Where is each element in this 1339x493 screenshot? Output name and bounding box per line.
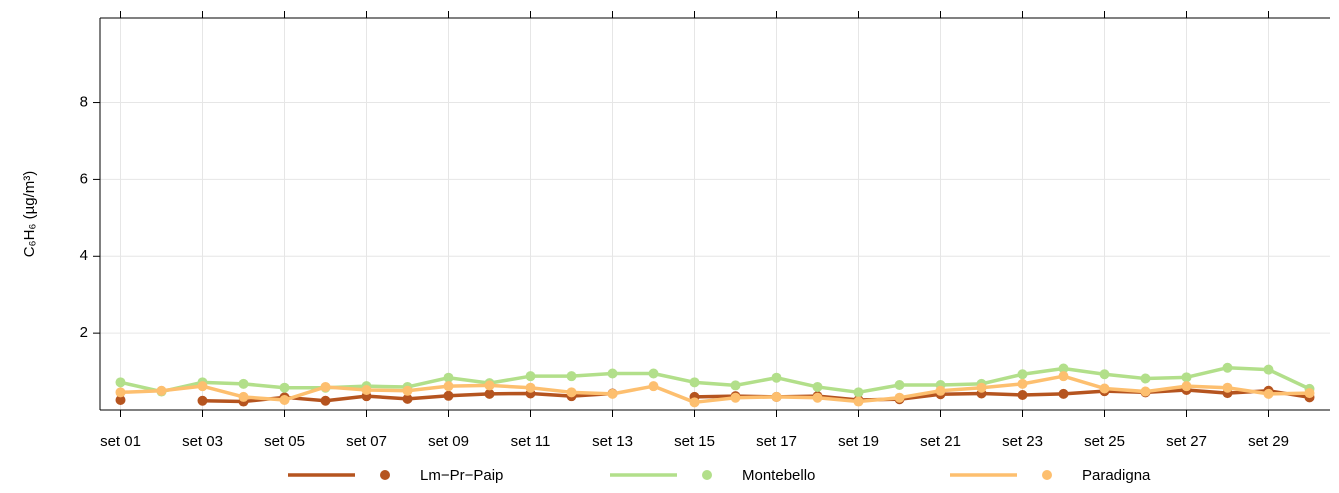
data-point — [1181, 372, 1192, 383]
data-point — [566, 371, 577, 382]
x-tick-label: set 29 — [1248, 433, 1289, 450]
data-point — [935, 385, 946, 396]
data-point — [894, 392, 905, 403]
data-point — [238, 378, 249, 389]
data-point — [1017, 378, 1028, 389]
data-point — [812, 381, 823, 392]
data-point — [443, 372, 454, 383]
data-point — [197, 395, 208, 406]
legend-label: Paradigna — [1082, 467, 1151, 484]
data-point — [1099, 383, 1110, 394]
x-tick-label: set 13 — [592, 433, 633, 450]
x-tick-label: set 27 — [1166, 433, 1207, 450]
legend-dot — [1042, 470, 1052, 480]
data-point — [1140, 373, 1151, 384]
x-tick-label: set 25 — [1084, 433, 1125, 450]
data-point — [525, 382, 536, 393]
data-point — [853, 387, 864, 398]
data-point — [525, 371, 536, 382]
data-point — [484, 380, 495, 391]
data-point — [566, 387, 577, 398]
legend-label: Lm−Pr−Paip — [420, 467, 503, 484]
data-point — [156, 385, 167, 396]
data-point — [402, 393, 413, 404]
data-point — [730, 392, 741, 403]
x-tick-label: set 07 — [346, 433, 387, 450]
data-point — [607, 388, 618, 399]
x-tick-label: set 19 — [838, 433, 879, 450]
y-tick-label: 2 — [80, 324, 88, 341]
data-point — [1222, 382, 1233, 393]
data-point — [976, 382, 987, 393]
legend-label: Montebello — [742, 467, 815, 484]
y-axis-label: C₆H₆ (µg/m³) — [21, 171, 38, 258]
data-point — [115, 377, 126, 388]
data-point — [812, 392, 823, 403]
data-point — [689, 377, 700, 388]
data-point — [443, 390, 454, 401]
data-point — [1058, 371, 1069, 382]
data-point — [238, 391, 249, 402]
data-point — [607, 368, 618, 379]
data-point — [361, 385, 372, 396]
data-point — [279, 395, 290, 406]
data-point — [1140, 386, 1151, 397]
data-point — [320, 395, 331, 406]
data-point — [1017, 369, 1028, 380]
y-tick-label: 6 — [80, 170, 88, 187]
x-tick-label: set 03 — [182, 433, 223, 450]
data-point — [648, 381, 659, 392]
x-tick-label: set 01 — [100, 433, 141, 450]
x-tick-label: set 21 — [920, 433, 961, 450]
data-point — [279, 382, 290, 393]
data-point — [1304, 388, 1315, 399]
data-point — [853, 396, 864, 407]
data-point — [771, 391, 782, 402]
y-tick-label: 4 — [80, 247, 88, 264]
data-point — [197, 381, 208, 392]
data-point — [1099, 369, 1110, 380]
x-tick-label: set 15 — [674, 433, 715, 450]
data-point — [1263, 364, 1274, 375]
data-point — [402, 385, 413, 396]
data-point — [648, 368, 659, 379]
x-tick-label: set 17 — [756, 433, 797, 450]
x-tick-label: set 05 — [264, 433, 305, 450]
legend-dot — [380, 470, 390, 480]
data-point — [1058, 363, 1069, 374]
data-point — [320, 381, 331, 392]
data-point — [1222, 362, 1233, 373]
series-line — [120, 365, 1311, 395]
data-point — [894, 380, 905, 391]
data-point — [115, 395, 126, 406]
series-line — [120, 374, 1310, 405]
legend-dot — [702, 470, 712, 480]
data-point — [771, 372, 782, 383]
data-point — [730, 380, 741, 391]
x-tick-label: set 11 — [511, 433, 551, 450]
data-point — [1181, 381, 1192, 392]
data-point — [443, 381, 454, 392]
data-point — [1017, 390, 1028, 401]
data-point — [1058, 388, 1069, 399]
y-tick-label: 8 — [80, 94, 88, 111]
x-tick-label: set 09 — [428, 433, 469, 450]
data-point — [689, 397, 700, 408]
data-point — [484, 388, 495, 399]
x-tick-label: set 23 — [1002, 433, 1043, 450]
data-point — [115, 387, 126, 398]
data-point — [1263, 388, 1274, 399]
